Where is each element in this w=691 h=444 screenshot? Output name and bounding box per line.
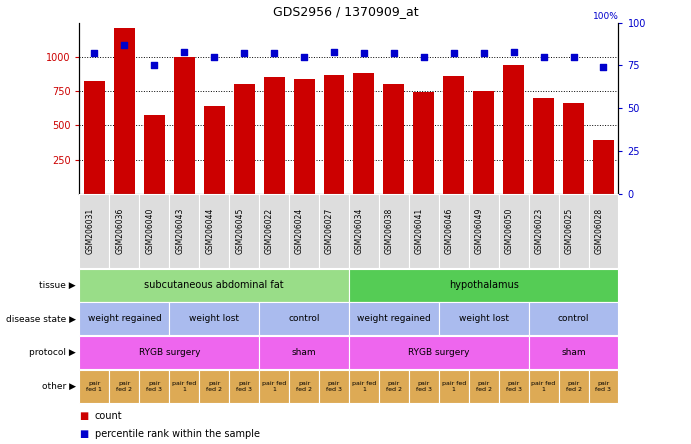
Text: pair
fed 3: pair fed 3	[506, 381, 522, 392]
Bar	[294, 79, 314, 194]
Point	[209, 53, 220, 60]
Text: hypothalamus: hypothalamus	[448, 280, 519, 290]
Text: GSM206022: GSM206022	[265, 208, 274, 254]
Point	[179, 48, 190, 55]
Bar	[144, 115, 164, 194]
Bar	[563, 103, 584, 194]
Point	[388, 50, 399, 57]
Text: pair fed
1: pair fed 1	[352, 381, 376, 392]
Text: disease state ▶: disease state ▶	[6, 314, 76, 323]
Text: GSM206044: GSM206044	[205, 208, 214, 254]
Text: RYGB surgery: RYGB surgery	[138, 348, 200, 357]
Text: GSM206049: GSM206049	[475, 208, 484, 254]
Bar	[533, 98, 554, 194]
Point	[418, 53, 429, 60]
Bar	[204, 106, 225, 194]
Text: protocol ▶: protocol ▶	[29, 348, 76, 357]
Text: other ▶: other ▶	[42, 382, 76, 391]
Text: pair
fed 3: pair fed 3	[236, 381, 252, 392]
Bar	[473, 91, 494, 194]
Text: GSM206040: GSM206040	[145, 208, 154, 254]
Point	[238, 50, 249, 57]
Bar	[353, 73, 375, 194]
Text: ■: ■	[79, 429, 88, 439]
Text: pair fed
1: pair fed 1	[172, 381, 196, 392]
Text: GDS2956 / 1370909_at: GDS2956 / 1370909_at	[273, 5, 418, 18]
Text: GSM206023: GSM206023	[535, 208, 544, 254]
Text: pair
fed 2: pair fed 2	[116, 381, 133, 392]
Text: GSM206043: GSM206043	[176, 208, 184, 254]
Point	[568, 53, 579, 60]
Bar	[263, 77, 285, 194]
Text: pair fed
1: pair fed 1	[262, 381, 286, 392]
Text: control: control	[288, 314, 320, 323]
Text: pair
fed 3: pair fed 3	[326, 381, 342, 392]
Text: pair
fed 2: pair fed 2	[386, 381, 402, 392]
Bar	[443, 76, 464, 194]
Text: GSM206024: GSM206024	[295, 208, 304, 254]
Text: GSM206031: GSM206031	[86, 208, 95, 254]
Text: sham: sham	[292, 348, 316, 357]
Text: pair fed
1: pair fed 1	[442, 381, 466, 392]
Text: pair
fed 2: pair fed 2	[565, 381, 582, 392]
Text: count: count	[95, 411, 122, 420]
Text: GSM206034: GSM206034	[355, 208, 364, 254]
Text: percentile rank within the sample: percentile rank within the sample	[95, 429, 260, 439]
Text: weight lost: weight lost	[459, 314, 509, 323]
Bar	[593, 140, 614, 194]
Text: GSM206027: GSM206027	[325, 208, 334, 254]
Point	[328, 48, 339, 55]
Text: pair
fed 1: pair fed 1	[86, 381, 102, 392]
Bar	[173, 57, 195, 194]
Text: pair fed
1: pair fed 1	[531, 381, 556, 392]
Text: RYGB surgery: RYGB surgery	[408, 348, 470, 357]
Bar	[503, 65, 524, 194]
Point	[149, 62, 160, 69]
Text: control: control	[558, 314, 589, 323]
Point	[359, 50, 370, 57]
Text: GSM206045: GSM206045	[235, 208, 244, 254]
Point	[299, 53, 310, 60]
Text: subcutaneous abdominal fat: subcutaneous abdominal fat	[144, 280, 284, 290]
Text: pair
fed 2: pair fed 2	[296, 381, 312, 392]
Point	[89, 50, 100, 57]
Text: tissue ▶: tissue ▶	[39, 281, 76, 289]
Bar	[114, 28, 135, 194]
Text: ■: ■	[79, 411, 88, 420]
Text: weight regained: weight regained	[357, 314, 430, 323]
Text: sham: sham	[561, 348, 586, 357]
Text: pair
fed 2: pair fed 2	[475, 381, 492, 392]
Bar	[84, 81, 105, 194]
Point	[598, 63, 609, 71]
Text: GSM206036: GSM206036	[115, 208, 124, 254]
Text: pair
fed 3: pair fed 3	[596, 381, 612, 392]
Bar	[323, 75, 344, 194]
Text: pair
fed 2: pair fed 2	[206, 381, 223, 392]
Text: pair
fed 3: pair fed 3	[416, 381, 432, 392]
Text: GSM206046: GSM206046	[445, 208, 454, 254]
Bar	[384, 84, 404, 194]
Text: pair
fed 3: pair fed 3	[146, 381, 162, 392]
Bar	[234, 84, 254, 194]
Point	[508, 48, 519, 55]
Text: GSM206038: GSM206038	[385, 208, 394, 254]
Text: GSM206025: GSM206025	[565, 208, 574, 254]
Bar	[413, 92, 434, 194]
Point	[119, 41, 130, 48]
Point	[538, 53, 549, 60]
Text: 100%: 100%	[593, 12, 618, 21]
Text: GSM206028: GSM206028	[594, 208, 603, 254]
Text: GSM206041: GSM206041	[415, 208, 424, 254]
Point	[448, 50, 460, 57]
Text: GSM206050: GSM206050	[504, 208, 513, 254]
Point	[478, 50, 489, 57]
Point	[269, 50, 280, 57]
Text: weight regained: weight regained	[88, 314, 161, 323]
Text: weight lost: weight lost	[189, 314, 239, 323]
